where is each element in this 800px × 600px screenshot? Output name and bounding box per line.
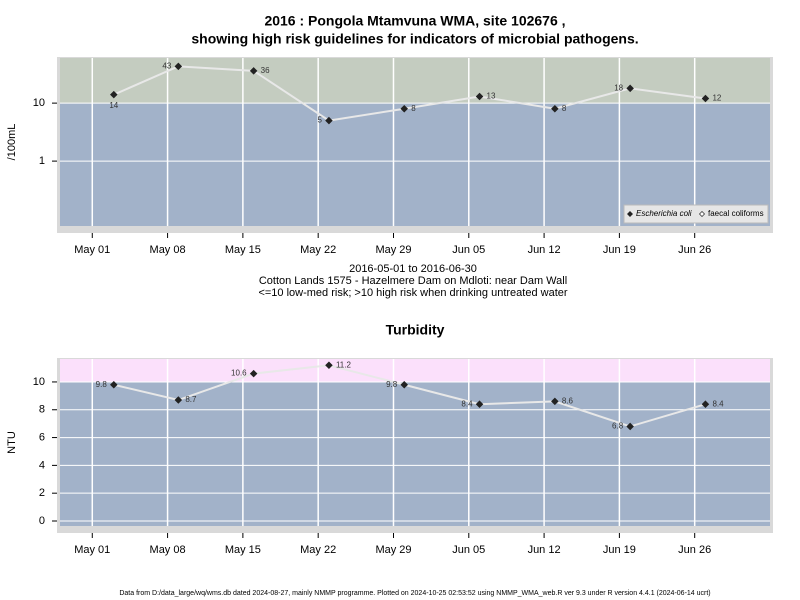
footer: Data from D:/data_large/wq/wms.db dated … — [119, 590, 710, 597]
y-tick-label: 10 — [33, 97, 45, 109]
data-label: 8.4 — [712, 399, 724, 408]
title-line: showing high risk guidelines for indicat… — [191, 31, 638, 47]
note: 2016-05-01 to 2016-06-30 — [349, 263, 477, 275]
data-label: 13 — [487, 92, 496, 101]
data-label: 9.8 — [96, 380, 108, 389]
data-point — [174, 396, 183, 404]
x-tick-label: Jun 12 — [528, 244, 561, 256]
data-point — [626, 422, 634, 431]
data-label: 12 — [712, 94, 721, 103]
chart-title: Turbidity — [386, 322, 445, 338]
data-point — [400, 104, 409, 113]
title-line: 2016 : Pongola Mtamvuna WMA, site 102676… — [264, 13, 565, 29]
x-tick-label: May 22 — [300, 544, 336, 556]
data-label: 5 — [317, 116, 322, 125]
data-label: 14 — [109, 101, 118, 110]
legend-label: Escherichia coli — [636, 209, 692, 218]
data-point — [325, 116, 333, 125]
data-point — [110, 90, 118, 99]
x-tick-label: May 01 — [74, 244, 110, 256]
x-tick-label: May 22 — [300, 244, 336, 256]
data-label: 11.2 — [336, 360, 352, 369]
data-label: 8.6 — [562, 397, 574, 406]
x-tick-label: Jun 05 — [452, 544, 485, 556]
note: <=10 low-med risk; >10 high risk when dr… — [258, 287, 567, 299]
data-label: 8.7 — [185, 395, 197, 404]
legend-box — [623, 204, 769, 224]
data-point — [475, 400, 484, 408]
x-tick-label: Jun 19 — [603, 544, 636, 556]
y-axis-label: /100mL — [6, 124, 18, 161]
data-point — [551, 104, 559, 113]
band-above — [60, 359, 770, 382]
y-tick-label: 4 — [39, 459, 45, 471]
y-axis-label: NTU — [6, 431, 18, 454]
x-tick-label: Jun 12 — [528, 544, 561, 556]
data-point — [174, 62, 183, 71]
legend-label: faecal coliforms — [708, 209, 764, 218]
data-label: 36 — [261, 66, 270, 75]
data-label: 8 — [411, 104, 416, 113]
x-tick-label: May 29 — [375, 544, 411, 556]
legend-marker — [627, 211, 633, 217]
y-tick-label: 10 — [33, 376, 45, 388]
data-label: 9.8 — [386, 380, 398, 389]
x-tick-label: Jun 26 — [678, 244, 711, 256]
data-point — [475, 92, 484, 101]
band-below — [60, 381, 770, 526]
data-label: 18 — [614, 83, 623, 92]
y-tick-label: 2 — [39, 487, 45, 499]
data-label: 8 — [562, 104, 567, 113]
data-label: 6.8 — [612, 422, 624, 431]
data-point — [400, 380, 409, 389]
data-point — [249, 67, 258, 75]
data-label: 8.4 — [461, 399, 473, 408]
x-tick-label: May 01 — [74, 544, 110, 556]
x-tick-label: May 29 — [375, 244, 411, 256]
y-tick-label: 8 — [39, 404, 45, 416]
x-tick-label: May 15 — [225, 544, 261, 556]
data-point — [701, 400, 710, 408]
data-point — [551, 397, 559, 406]
y-tick-label: 6 — [39, 431, 45, 443]
data-point — [701, 94, 710, 103]
data-point — [110, 380, 118, 389]
data-point — [626, 84, 634, 93]
note: Cotton Lands 1575 - Hazelmere Dam on Mdl… — [259, 275, 567, 287]
data-point — [249, 369, 258, 378]
x-tick-label: Jun 05 — [452, 244, 485, 256]
y-tick-label: 1 — [39, 155, 45, 167]
x-tick-label: May 08 — [150, 544, 186, 556]
data-label: 10.6 — [231, 369, 247, 378]
data-label: 43 — [162, 61, 171, 70]
data-point — [325, 361, 333, 370]
x-tick-label: Jun 19 — [603, 244, 636, 256]
x-tick-label: May 08 — [150, 244, 186, 256]
y-tick-label: 0 — [39, 515, 45, 527]
x-tick-label: May 15 — [225, 244, 261, 256]
x-tick-label: Jun 26 — [678, 544, 711, 556]
legend-marker — [699, 211, 705, 217]
